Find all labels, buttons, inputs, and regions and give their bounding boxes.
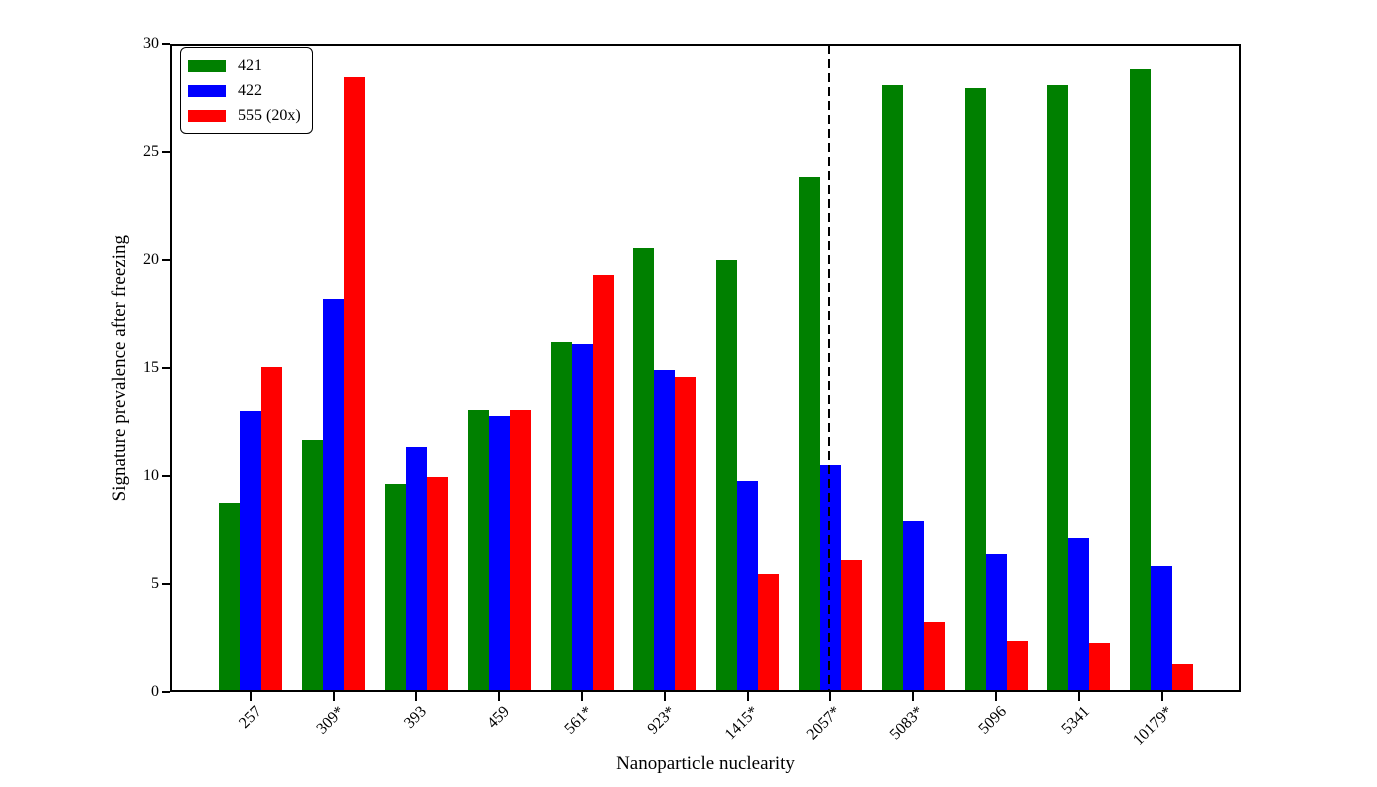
legend-swatch [188, 84, 226, 97]
y-tick-mark [162, 691, 170, 693]
x-tick-mark [415, 692, 418, 701]
legend: 421 422 555 (20x) [180, 47, 313, 134]
y-axis-label-wrap: Signature prevalence after freezing [100, 44, 140, 692]
y-tick-label: 0 [151, 683, 159, 700]
bar-421-5096 [965, 88, 986, 692]
bar-555 (20x)-2057* [841, 560, 862, 692]
bar-422-5083* [903, 521, 924, 692]
bar-555 (20x)-5341 [1089, 643, 1110, 692]
x-tick-mark [912, 692, 915, 701]
bar-422-561* [572, 344, 593, 692]
y-tick-label: 5 [151, 575, 159, 592]
bar-555 (20x)-561* [593, 275, 614, 692]
legend-label: 555 (20x) [238, 106, 301, 124]
y-tick-mark [162, 151, 170, 153]
bar-422-459 [489, 416, 510, 692]
x-tick-mark [829, 692, 832, 701]
y-tick-label: 30 [143, 35, 159, 52]
bar-555 (20x)-923* [675, 377, 696, 692]
bar-422-2057* [820, 465, 841, 692]
bar-555 (20x)-309* [344, 77, 365, 692]
x-tick-mark [663, 692, 666, 701]
x-tick-label: 459 [484, 703, 514, 732]
bar-421-257 [219, 503, 240, 692]
x-tick-mark [1077, 692, 1080, 701]
y-tick-mark [162, 475, 170, 477]
bar-422-393 [406, 447, 427, 692]
legend-item-421: 421 [188, 53, 306, 78]
y-tick-mark [162, 43, 170, 45]
legend-swatch [188, 109, 226, 122]
y-tick-label: 10 [143, 467, 159, 484]
x-tick-label: 257 [235, 703, 265, 732]
legend-label: 421 [238, 56, 262, 74]
bar-421-10179* [1130, 69, 1151, 692]
x-tick-mark [746, 692, 749, 701]
x-tick-mark [581, 692, 583, 701]
x-tick-label: 393 [401, 703, 431, 732]
x-tick-label: 309* [312, 703, 348, 738]
bar-555 (20x)-5096 [1007, 641, 1028, 692]
y-axis-label: Signature prevalence after freezing [109, 234, 130, 502]
legend-item-422: 422 [188, 78, 306, 103]
bar-555 (20x)-257 [261, 367, 282, 692]
bar-421-5341 [1047, 85, 1068, 692]
x-tick-mark [498, 692, 501, 701]
bar-421-5083* [882, 85, 903, 692]
bar-421-393 [385, 484, 406, 692]
legend-item-555 (20x): 555 (20x) [188, 103, 306, 128]
x-tick-mark [1160, 692, 1163, 701]
x-axis-label: Nanoparticle nuclearity [616, 753, 795, 774]
x-tick-label: 923* [644, 703, 679, 738]
legend-swatch [188, 59, 226, 72]
bar-421-561* [551, 342, 572, 692]
bar-555 (20x)-10179* [1172, 664, 1193, 692]
bar-555 (20x)-393 [427, 477, 448, 692]
x-tick-label: 561* [561, 703, 597, 738]
y-tick-mark [162, 259, 170, 261]
x-tick-label: 1415* [721, 703, 762, 744]
y-tick-label: 20 [143, 251, 159, 268]
y-tick-mark [162, 367, 170, 369]
bar-555 (20x)-459 [510, 410, 531, 692]
bar-422-5341 [1068, 538, 1089, 692]
bar-421-923* [633, 248, 654, 692]
x-tick-mark [332, 692, 335, 701]
y-tick-label: 15 [143, 359, 159, 376]
bar-422-309* [323, 299, 344, 692]
x-tick-mark [249, 692, 252, 701]
bar-555 (20x)-5083* [924, 622, 945, 692]
x-tick-label: 10179* [1129, 703, 1176, 749]
bar-422-923* [654, 370, 675, 692]
x-tick-mark [995, 692, 997, 701]
bar-421-309* [302, 440, 323, 692]
legend-label: 422 [238, 81, 262, 99]
bar-421-1415* [716, 260, 737, 692]
bar-422-5096 [986, 554, 1007, 692]
y-tick-label: 25 [143, 143, 159, 160]
bar-421-2057* [799, 177, 820, 692]
bar-555 (20x)-1415* [758, 574, 779, 692]
threshold-dashed-line [828, 45, 831, 692]
x-tick-label: 5341 [1058, 703, 1093, 738]
bar-421-459 [468, 410, 489, 692]
bar-422-10179* [1151, 566, 1172, 692]
x-tick-label: 5083* [886, 703, 928, 744]
bar-422-257 [240, 411, 261, 692]
x-tick-label: 5096 [975, 703, 1011, 738]
bar-422-1415* [737, 481, 758, 692]
y-tick-mark [162, 583, 170, 585]
x-tick-label: 2057* [804, 703, 845, 744]
